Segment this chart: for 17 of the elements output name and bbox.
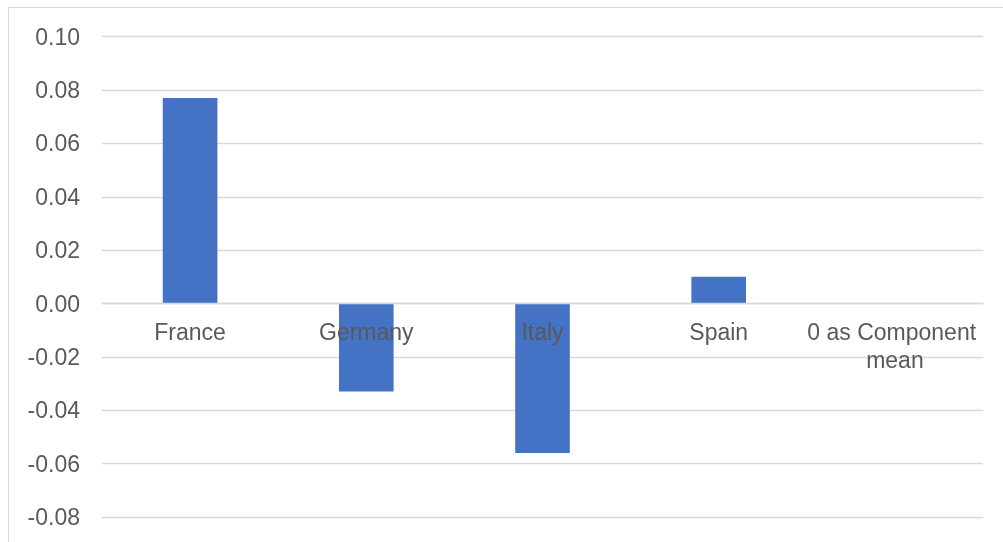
x-tick-label: 0 as Component mean — [807, 318, 983, 373]
x-tick-label: Italy — [521, 318, 565, 345]
x-tick-label: France — [154, 318, 226, 345]
bar — [515, 303, 570, 453]
y-tick-label: 0.04 — [35, 183, 81, 210]
y-tick-label: 0.08 — [35, 77, 80, 104]
y-tick-label: -0.08 — [27, 504, 80, 530]
y-tick-label: 0.10 — [35, 23, 80, 50]
bar — [162, 98, 218, 304]
y-tick-label: -0.02 — [27, 343, 80, 370]
bar — [691, 276, 747, 304]
y-tick-label: 0.06 — [35, 130, 80, 157]
y-tick-label: 0.02 — [35, 237, 80, 264]
y-tick-label: -0.06 — [27, 450, 80, 477]
x-tick-label: Spain — [689, 318, 749, 345]
y-tick-label: 0.00 — [35, 290, 80, 317]
y-tick-label: -0.04 — [27, 397, 81, 424]
